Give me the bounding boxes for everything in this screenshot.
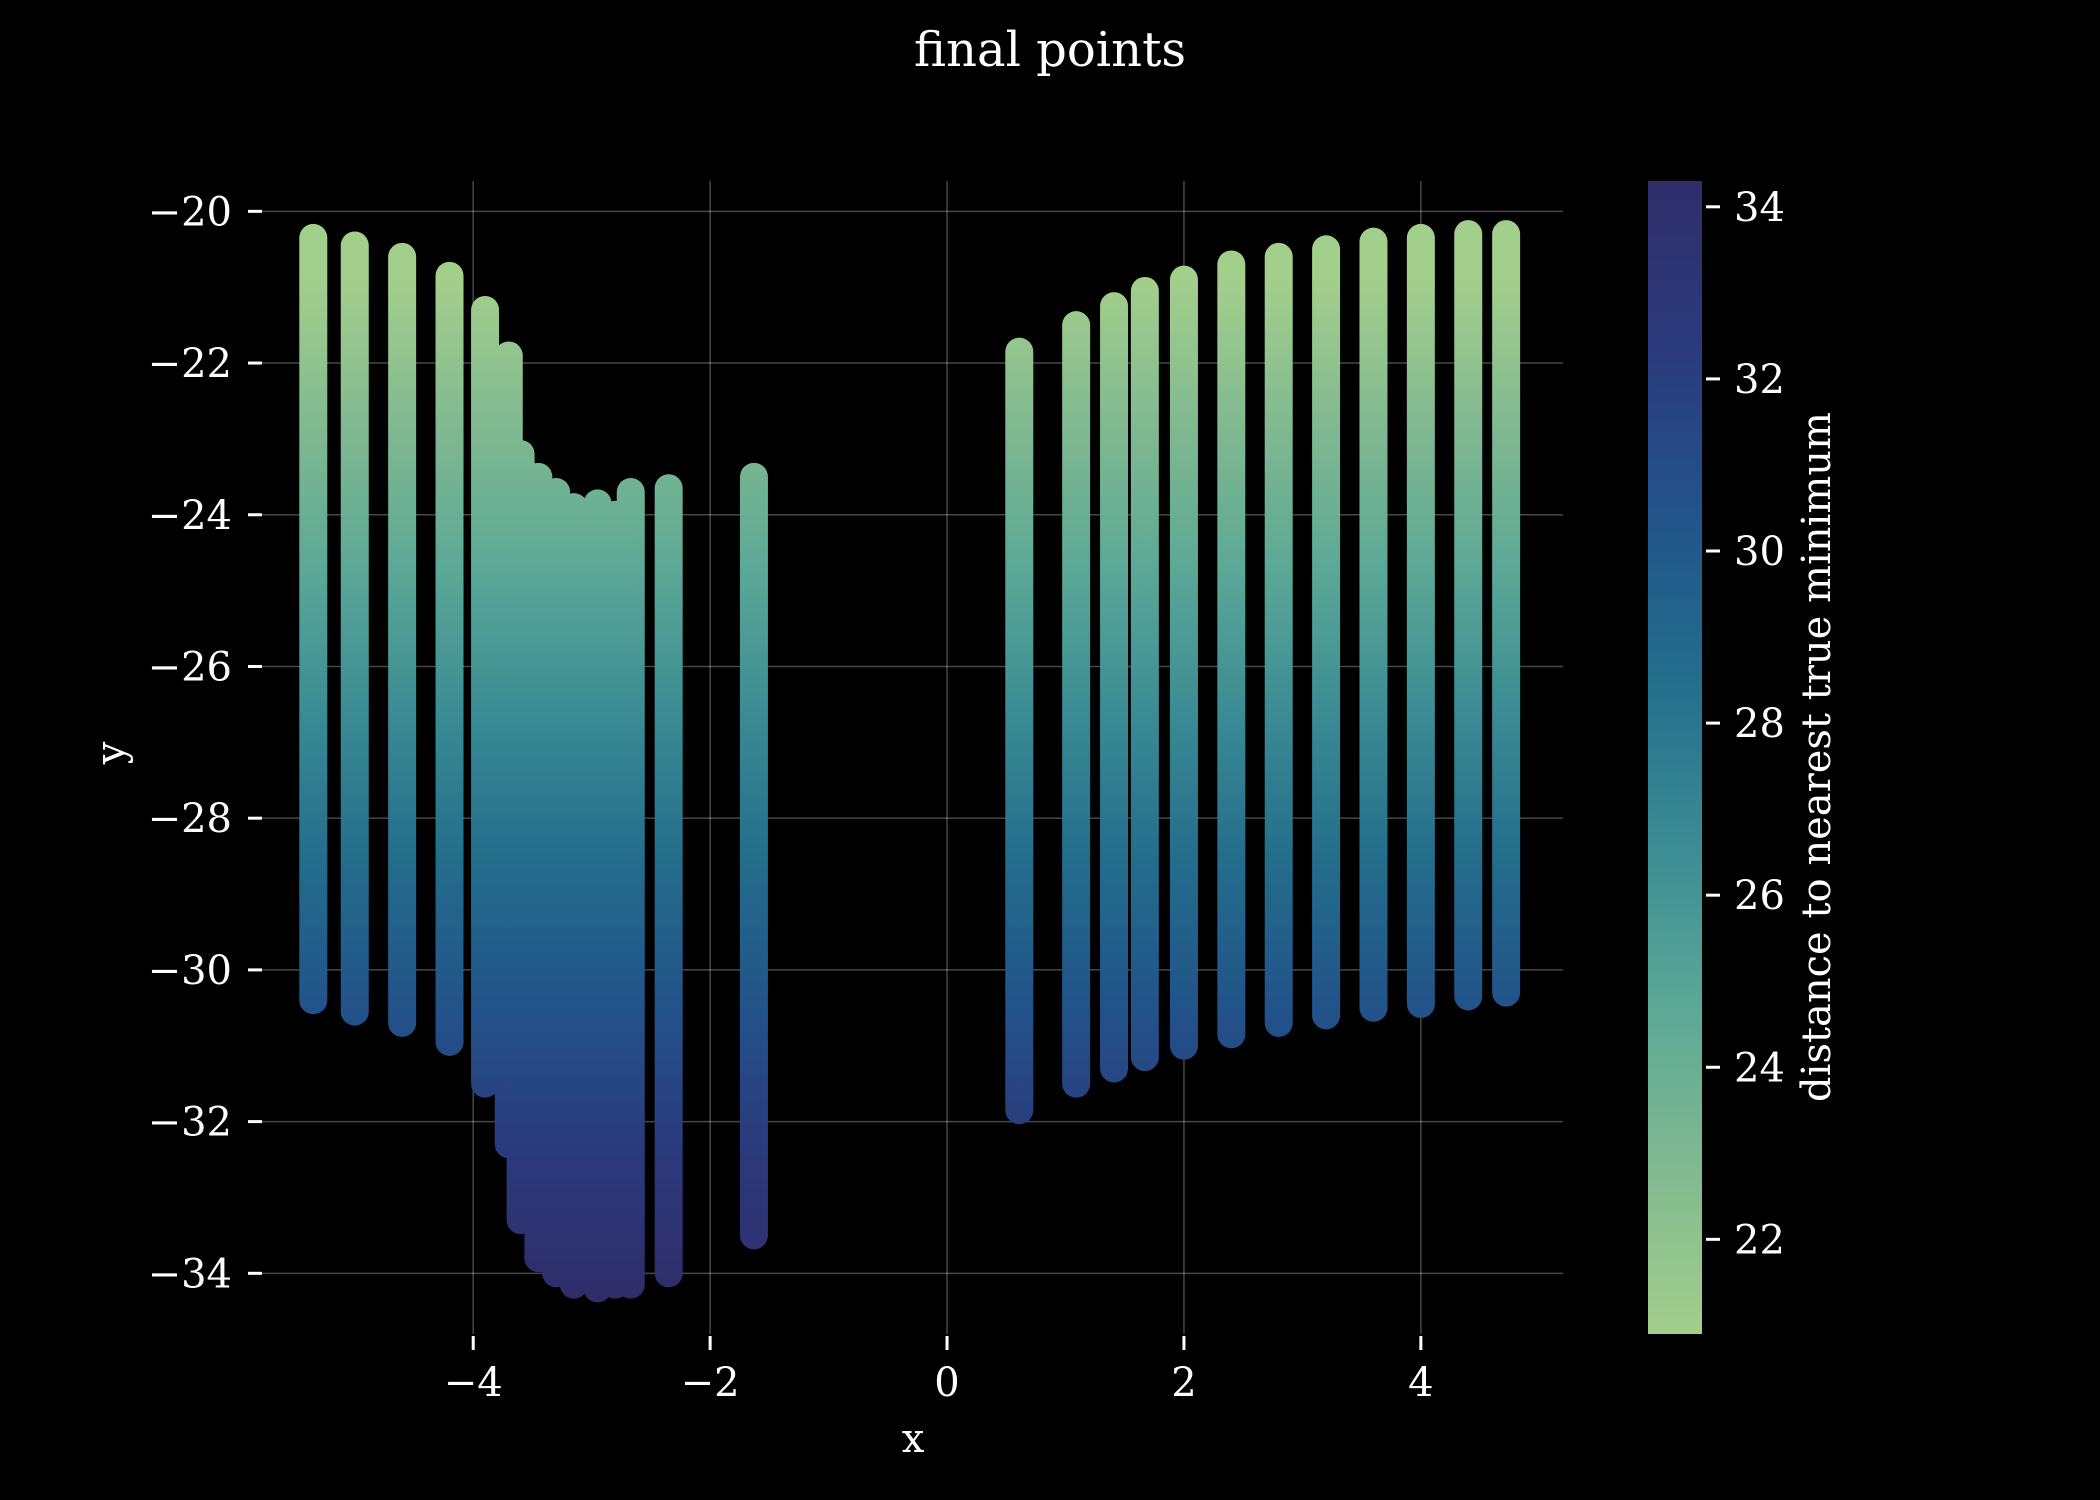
- y-tick-label: −28: [148, 796, 232, 842]
- y-tick-label: −24: [148, 493, 232, 539]
- point-column: [1062, 311, 1091, 1098]
- colorbar-tick-label: 24: [1734, 1045, 1785, 1091]
- y-tick-label: −20: [148, 189, 232, 235]
- point-column: [654, 474, 683, 1288]
- colorbar-gradient: [1648, 181, 1702, 1334]
- y-tick-label: −34: [148, 1251, 232, 1297]
- data-points: [299, 220, 1521, 1303]
- x-tick-label: −4: [444, 1360, 503, 1406]
- x-tick-label: 0: [934, 1360, 959, 1406]
- y-tick-label: −22: [148, 341, 232, 387]
- y-tick-label: −32: [148, 1100, 232, 1146]
- colorbar-tick-label: 30: [1734, 529, 1785, 575]
- x-axis-label: x: [902, 1416, 925, 1462]
- colorbar-tick-label: 22: [1734, 1217, 1785, 1263]
- chart-title: final points: [914, 22, 1186, 78]
- point-column: [1130, 276, 1159, 1072]
- y-tick-label: −30: [148, 948, 232, 994]
- point-column: [1359, 227, 1388, 1022]
- point-column: [435, 261, 464, 1056]
- point-column: [616, 478, 645, 1299]
- point-column: [1454, 220, 1483, 1011]
- colorbar-tick-label: 34: [1734, 185, 1785, 231]
- point-column: [299, 223, 328, 1015]
- colorbar-tick-label: 28: [1734, 701, 1785, 747]
- point-column: [388, 242, 417, 1037]
- x-axis: −4 −2 0 2 4: [444, 1336, 1434, 1406]
- colorbar-ticks: 22 24 26 28 30 32 34: [1706, 185, 1785, 1263]
- point-column: [1312, 235, 1341, 1030]
- point-column: [1169, 265, 1198, 1060]
- point-column: [1406, 223, 1435, 1019]
- y-tick-label: −26: [148, 644, 232, 690]
- point-column: [739, 462, 768, 1250]
- colorbar-tick-label: 32: [1734, 357, 1785, 403]
- point-column: [1005, 337, 1034, 1125]
- point-column: [471, 295, 500, 1098]
- point-column: [340, 231, 369, 1026]
- point-column: [1100, 292, 1129, 1083]
- x-tick-label: 2: [1171, 1360, 1196, 1406]
- colorbar-tick-label: 26: [1734, 873, 1785, 919]
- x-tick-label: 4: [1408, 1360, 1433, 1406]
- colorbar-label: distance to nearest true minimum: [1794, 412, 1840, 1102]
- point-column: [1492, 220, 1521, 1007]
- point-column: [1264, 242, 1293, 1037]
- point-column: [559, 493, 588, 1299]
- point-column: [1217, 250, 1246, 1049]
- colorbar: 22 24 26 28 30 32 34: [1648, 181, 1785, 1334]
- y-axis-label: y: [88, 741, 134, 765]
- x-tick-label: −2: [681, 1360, 740, 1406]
- y-axis: −20 −22 −24 −26 −28 −30 −32 −34: [148, 189, 262, 1297]
